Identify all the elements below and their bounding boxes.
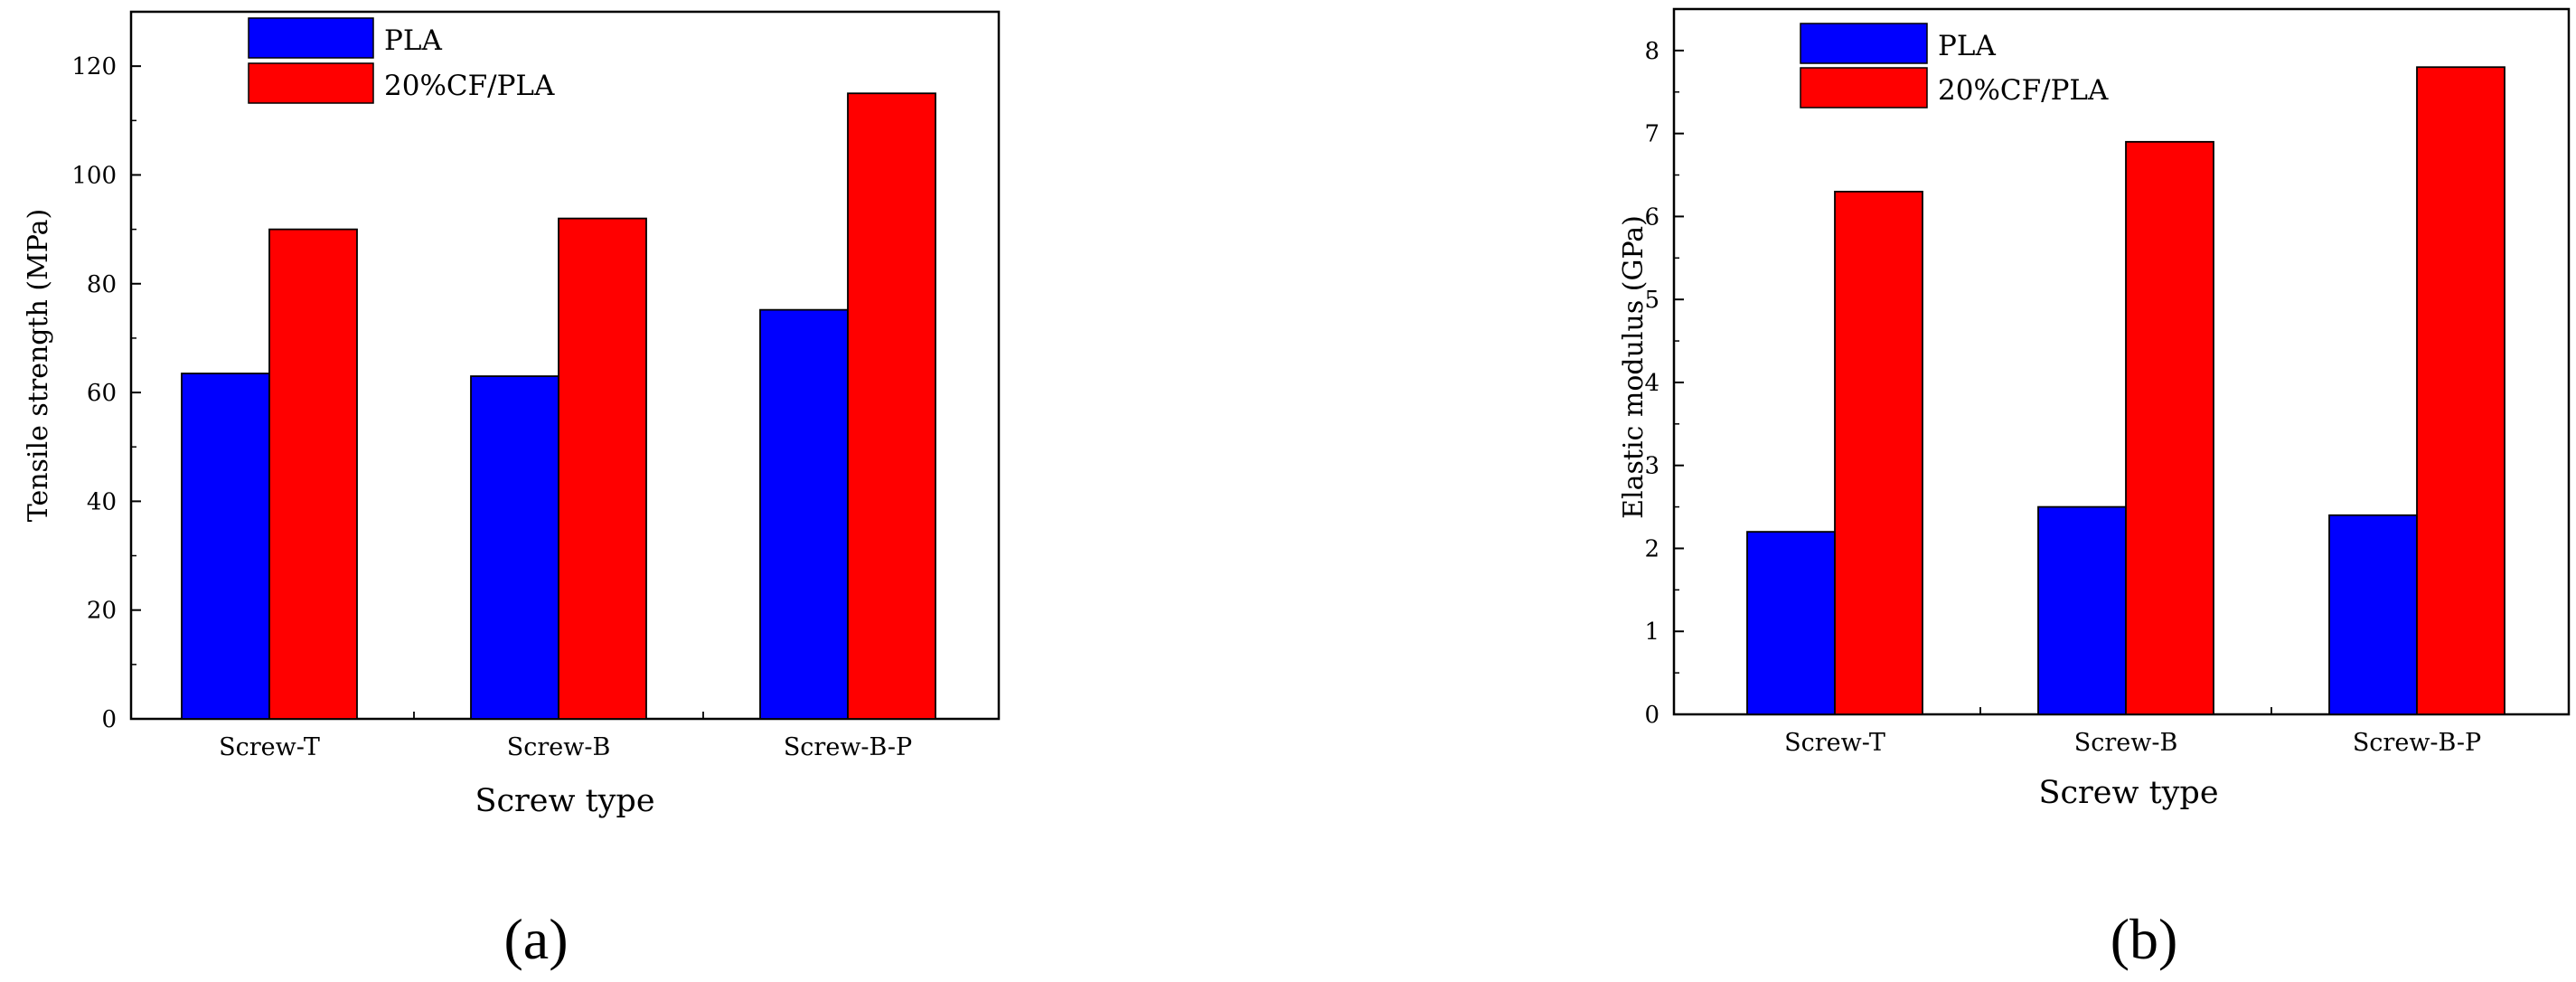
legend-swatch-cf-pla [248,62,374,104]
y-major-ticks [131,65,141,720]
y-tick-label: 8 [1644,38,1659,65]
legend: PLA 20%CF/PLA [248,17,555,104]
y-tick-label: 100 [71,162,117,189]
legend-swatch-pla [248,17,374,59]
y-major-ticks [1674,49,1684,715]
y-tick-labels: 0 1 2 3 4 5 6 7 8 [1644,38,1659,729]
legend-swatch-cf-pla [1800,67,1928,109]
x-category-label: Screw-T [219,733,320,761]
legend: PLA 20%CF/PLA [1800,23,2109,109]
bar [2416,66,2505,715]
x-category-labels: Screw-T Screw-B Screw-B-P [219,733,912,761]
bars [1746,66,2505,715]
bar [181,373,270,720]
bar [2037,505,2127,715]
y-tick-label: 7 [1644,121,1659,148]
legend-label-cf-pla: 20%CF/PLA [1938,74,2109,107]
y-tick-label: 6 [1644,203,1659,231]
y-tick-label: 20 [87,598,117,625]
bar [2328,514,2418,715]
y-tick-label: 1 [1644,618,1659,646]
x-category-label: Screw-B-P [2353,729,2481,757]
x-category-label: Screw-B [507,733,611,761]
y-tick-label: 0 [1644,702,1659,729]
x-category-label: Screw-T [1784,729,1885,757]
legend-label-pla: PLA [384,24,442,57]
x-axis-label: Screw type [2038,775,2218,811]
x-category-labels: Screw-T Screw-B Screw-B-P [1784,729,2481,757]
legend-label-pla: PLA [1938,30,1996,62]
bar [1834,190,1923,715]
y-minor-ticks [1674,91,1679,674]
legend-label-cf-pla: 20%CF/PLA [384,70,555,102]
x-tick-marks [1979,707,2272,714]
y-tick-labels: 0 20 40 60 80 100 120 [71,53,117,733]
y-axis-label: Elastic modulus (GPa) [1618,215,1650,519]
y-tick-label: 40 [87,488,117,515]
bar [759,308,849,720]
bar [268,228,358,720]
bars [181,92,936,720]
x-category-label: Screw-B-P [784,733,912,761]
x-tick-marks [413,712,704,719]
panel-label-b: (b) [2111,907,2178,971]
y-tick-label: 3 [1644,453,1659,480]
y-tick-label: 5 [1644,287,1659,314]
y-tick-label: 60 [87,380,117,407]
x-category-label: Screw-B [2074,729,2178,757]
bar [470,375,559,720]
y-axis-label: Tensile strength (MPa) [23,209,54,522]
y-tick-label: 2 [1644,535,1659,562]
x-axis-label: Screw type [475,783,654,819]
bar [2125,140,2214,715]
y-tick-label: 80 [87,271,117,298]
panel-label-a: (a) [503,907,568,971]
bar [1746,531,1836,715]
chart-panel-b: 0 1 2 3 4 5 6 7 8 Screw-T Screw-B Screw-B-P Screw … [1618,7,2571,971]
y-tick-label: 0 [101,706,117,733]
legend-swatch-pla [1800,23,1928,64]
y-minor-ticks [131,119,136,666]
bar [847,92,936,720]
y-tick-label: 4 [1644,370,1659,397]
y-tick-label: 120 [71,53,117,80]
bar [558,217,647,720]
